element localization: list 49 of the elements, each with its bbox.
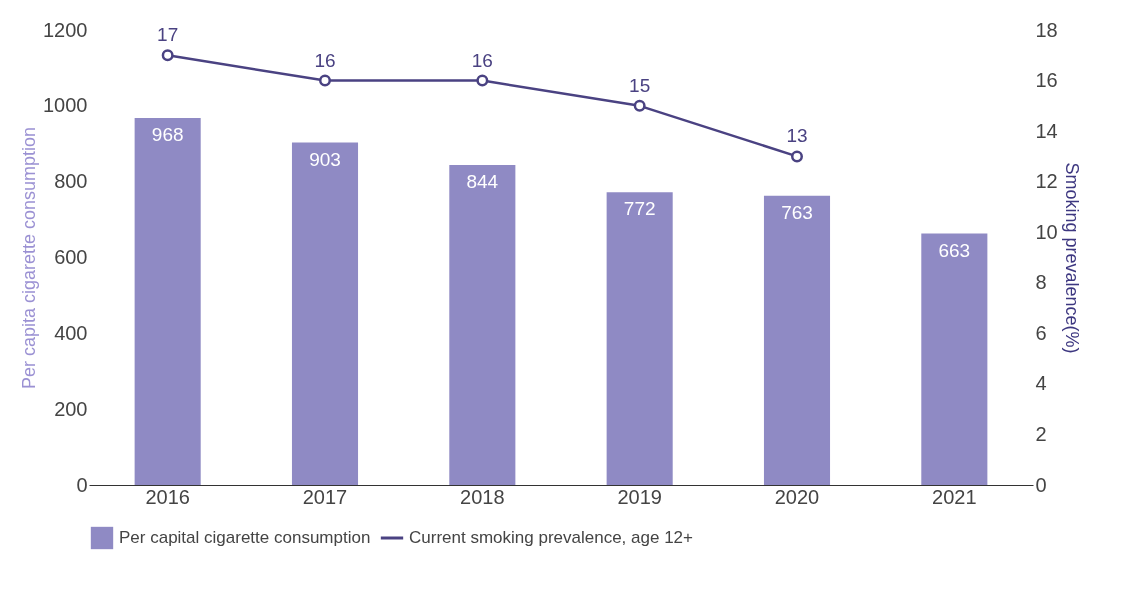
x-tick-label: 2016 (145, 485, 190, 508)
bar (763, 195, 831, 485)
x-tick-label: 2017 (302, 485, 348, 508)
y-tick-label: 200 (54, 397, 88, 420)
bar (921, 233, 988, 485)
data-label: 16 (471, 49, 493, 71)
point (791, 150, 803, 163)
data-label: 15 (629, 74, 651, 96)
point (161, 49, 174, 62)
data-label: 663 (938, 239, 971, 261)
data-label: 763 (781, 201, 813, 223)
legend-label: Per capital cigarette consumption (119, 528, 371, 547)
y-tick-label: 800 (54, 170, 88, 193)
bar (606, 192, 673, 485)
x-tick-label: 2020 (774, 485, 820, 508)
x-tick-label: 2018 (460, 485, 505, 508)
data-label: 16 (314, 49, 336, 71)
bar (134, 117, 201, 485)
x-tick-label: 2021 (932, 485, 977, 508)
data-label: 844 (466, 170, 499, 192)
y-axis-title: Per capita cigarette consumption (19, 126, 40, 390)
y-tick-label: 600 (54, 246, 88, 268)
y-tick-label: 0 (76, 473, 88, 496)
data-label: 772 (623, 198, 656, 220)
y-tick-label: 1000 (43, 94, 88, 117)
y-tick-label: 400 (54, 321, 88, 344)
data-label: 13 (786, 125, 808, 147)
y2-tick-label: 2 (1035, 422, 1047, 445)
data-label: 17 (157, 24, 179, 46)
data-label: 903 (309, 148, 341, 170)
y2-tick-label: 6 (1035, 321, 1047, 344)
data-label: 968 (151, 123, 184, 145)
y2-axis-title: Smoking prevalence(%) (1061, 162, 1082, 354)
bar (449, 164, 516, 485)
x-tick-label: 2019 (617, 485, 662, 508)
y2-tick-label: 18 (1035, 18, 1058, 41)
y2-tick-label: 12 (1035, 170, 1058, 193)
y2-tick-label: 10 (1035, 220, 1058, 243)
legend-label: Current smoking prevalence, age 12+ (409, 528, 694, 547)
point (476, 74, 489, 87)
y2-tick-label: 4 (1035, 372, 1047, 395)
y2-tick-label: 8 (1035, 271, 1047, 294)
y-tick-label: 1200 (43, 18, 88, 41)
y2-tick-label: 16 (1035, 69, 1058, 92)
point (319, 74, 331, 87)
point (633, 99, 646, 112)
y2-tick-label: 14 (1035, 119, 1058, 142)
y2-tick-label: 0 (1035, 473, 1047, 496)
bar (291, 142, 359, 485)
